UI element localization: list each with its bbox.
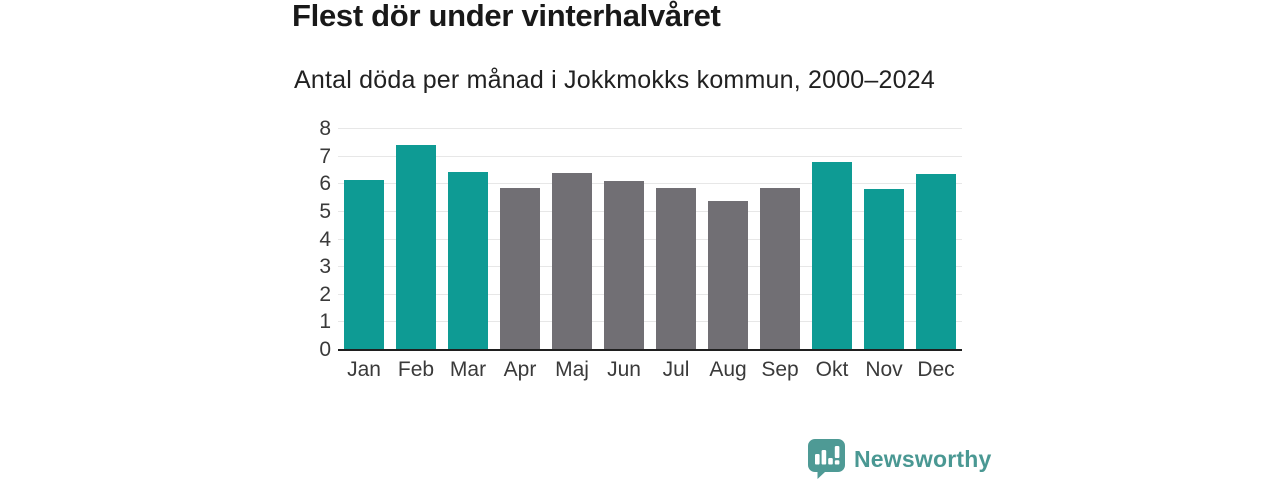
y-tick-label: 3 <box>319 255 331 279</box>
bar-sep <box>760 187 800 349</box>
x-tick-label: Okt <box>815 358 849 381</box>
y-tick-label: 7 <box>319 144 331 168</box>
newsworthy-logo: Newsworthy <box>808 439 991 479</box>
x-tick-label: Jan <box>347 358 381 381</box>
x-tick-label: Apr <box>503 358 537 381</box>
bar-okt <box>812 162 852 349</box>
chart-subtitle: Antal döda per månad i Jokkmokks kommun,… <box>294 66 935 94</box>
bar-jun <box>604 181 644 349</box>
y-tick-label: 2 <box>319 282 331 306</box>
bar-nov <box>864 188 904 349</box>
x-tick-label: Nov <box>865 358 903 381</box>
y-tick-label: 8 <box>319 117 331 140</box>
y-tick-label: 6 <box>319 172 331 196</box>
gridline <box>338 321 962 323</box>
bar-dec <box>916 174 956 349</box>
gridline <box>338 128 962 129</box>
bar-apr <box>500 187 540 349</box>
bar-chart <box>338 128 962 351</box>
bar-jul <box>656 187 696 349</box>
logo-text: Newsworthy <box>854 445 992 472</box>
gridline <box>338 183 962 185</box>
gridline <box>338 238 962 240</box>
chart-title: Flest dör under vinterhalvåret <box>292 0 721 33</box>
x-tick-label: Jun <box>607 358 641 381</box>
gridline <box>338 266 962 268</box>
y-tick-label: 1 <box>319 310 331 334</box>
bar-jan <box>344 179 384 349</box>
x-tick-label: Feb <box>397 358 435 381</box>
x-tick-label: Mar <box>449 358 487 381</box>
bar-maj <box>552 173 592 349</box>
bar-chart-speech-bubble-icon <box>808 439 845 479</box>
x-tick-label: Sep <box>761 358 799 381</box>
x-tick-label: Jul <box>662 358 690 381</box>
gridline <box>338 210 962 212</box>
y-tick-label: 5 <box>319 199 331 223</box>
y-tick-label: 4 <box>319 227 331 251</box>
bar-mar <box>448 172 488 349</box>
x-tick-label: Maj <box>555 358 589 381</box>
bar-aug <box>708 200 748 349</box>
gridline <box>338 293 962 295</box>
x-tick-label: Aug <box>709 358 747 381</box>
y-tick-label: 0 <box>319 338 331 361</box>
x-tick-label: Dec <box>917 358 955 381</box>
bar-feb <box>396 144 436 349</box>
gridline <box>338 155 962 157</box>
